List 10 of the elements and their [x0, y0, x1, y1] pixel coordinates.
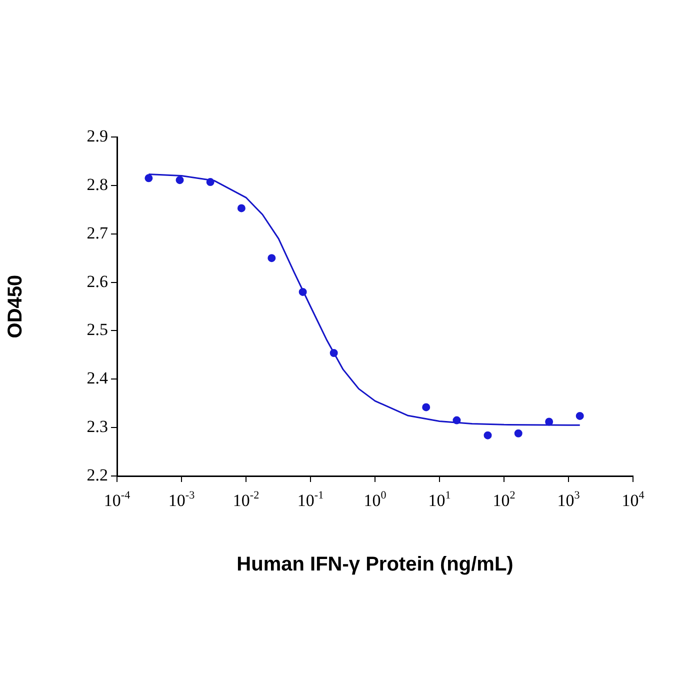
y-axis-title: OD450	[4, 274, 27, 338]
y-tick-label: 2.9	[86, 126, 108, 146]
y-tick-label: 2.6	[86, 272, 108, 291]
x-axis-title: Human IFN-γ Protein (ng/mL)	[236, 554, 514, 576]
y-tick-label: 2.3	[86, 417, 108, 436]
y-tick-label: 2.4	[86, 368, 108, 388]
y-tick-label: 2.5	[86, 320, 108, 340]
y-tick-label: 2.7	[86, 223, 108, 242]
y-tick-label: 2.8	[86, 174, 108, 194]
y-tick-label: 2.2	[86, 465, 108, 484]
